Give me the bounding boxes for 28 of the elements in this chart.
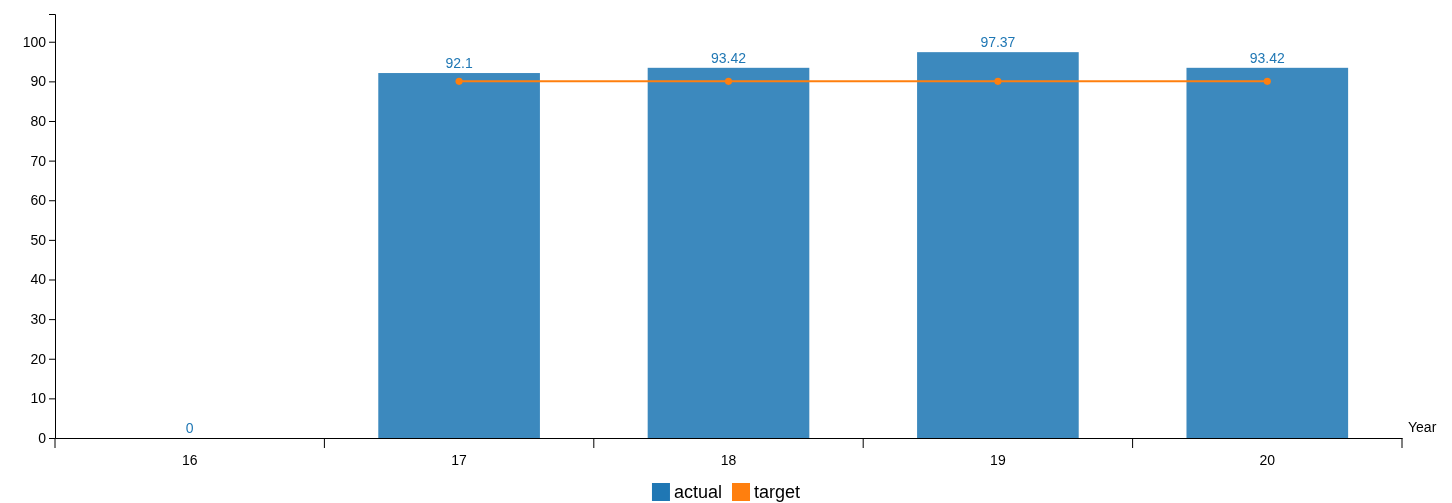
legend-label: actual	[673, 482, 723, 502]
x-tick-label: 20	[1259, 452, 1276, 469]
legend-label: target	[754, 482, 801, 502]
x-tick-label: 17	[451, 452, 468, 469]
y-tick-label: 90	[30, 73, 47, 90]
y-tick-label: 50	[30, 231, 47, 248]
bar	[647, 67, 810, 438]
y-tick-label: 30	[30, 311, 47, 328]
data-label: 93.42	[1249, 49, 1286, 66]
y-tick-label: 70	[30, 152, 47, 169]
data-label: 93.42	[710, 49, 747, 66]
y-tick-label: 40	[30, 271, 47, 288]
y-tick-label: 100	[22, 33, 47, 50]
x-tick-label: 18	[720, 452, 737, 469]
x-tick-label: 16	[181, 452, 198, 469]
x-axis-title: Year	[1408, 419, 1437, 435]
data-label: 97.37	[980, 34, 1016, 51]
y-tick-label: 10	[30, 390, 47, 407]
y-tick-label: 80	[30, 112, 47, 129]
bar	[1186, 67, 1349, 438]
bar	[378, 73, 540, 438]
bar	[917, 52, 1079, 438]
y-tick-label: 60	[30, 192, 47, 209]
y-tick-label: 0	[38, 429, 47, 446]
data-label: 92.1	[445, 55, 473, 72]
x-tick-label: 19	[990, 452, 1006, 469]
data-label: 0	[185, 420, 194, 436]
y-tick-label: 20	[30, 350, 47, 367]
